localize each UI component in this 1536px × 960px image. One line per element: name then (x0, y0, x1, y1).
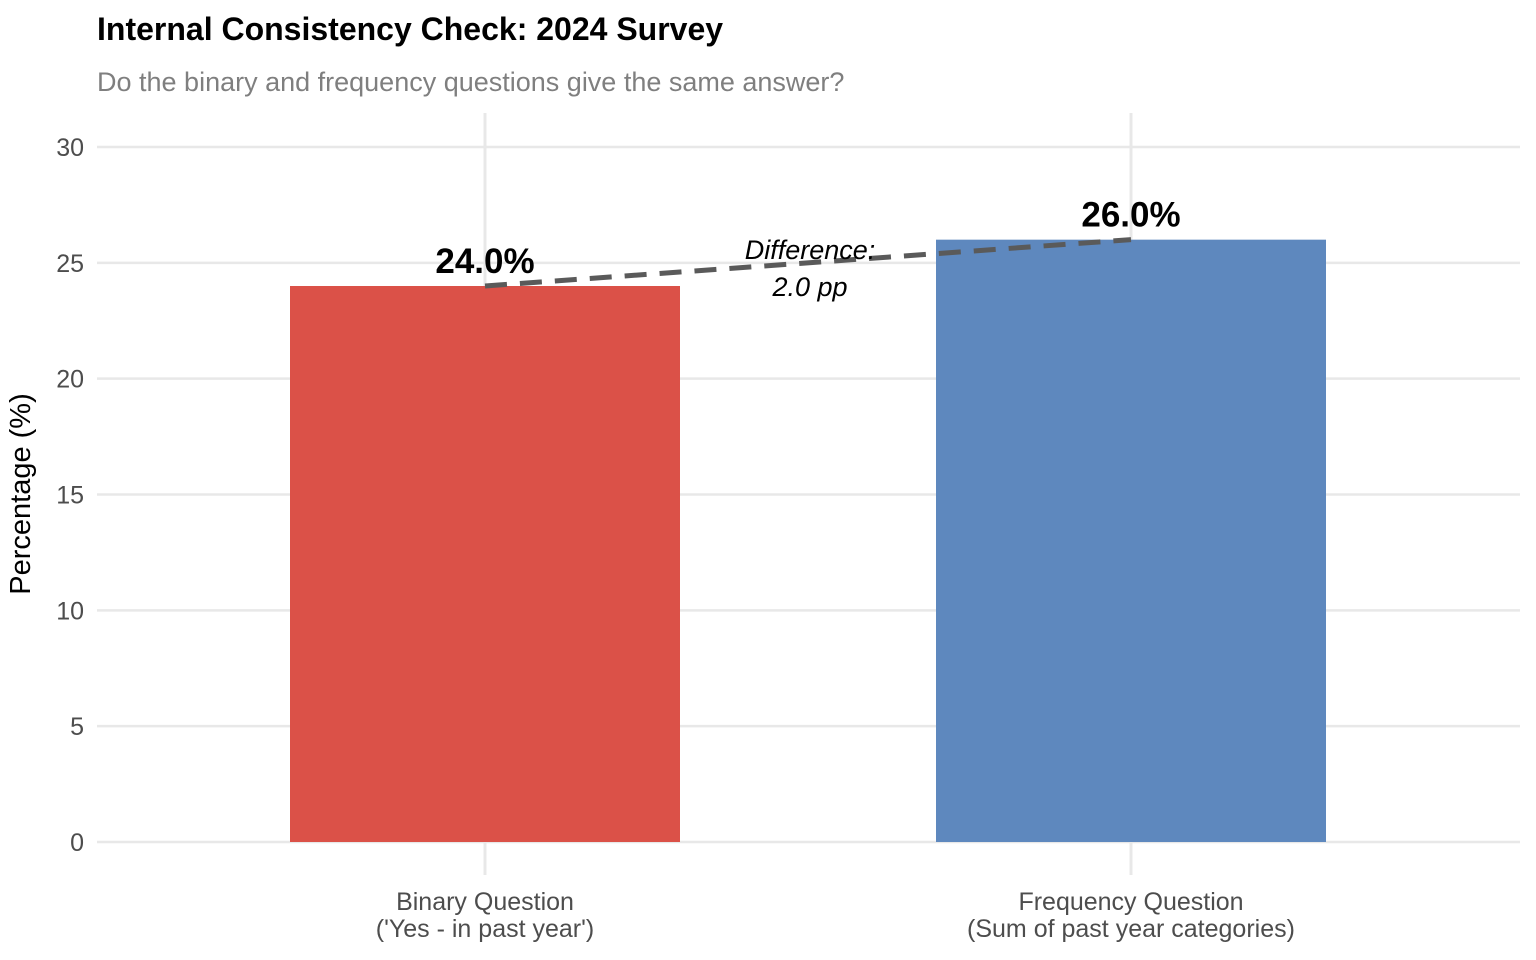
x-tick-label-1-line2: (Sum of past year categories) (967, 915, 1295, 943)
annotation-line2: 2.0 pp (771, 272, 847, 302)
x-tick-label-0-line2: ('Yes - in past year') (376, 915, 594, 943)
difference-dashed-line (484, 237, 1132, 289)
annotation-line1: Difference: (745, 235, 876, 265)
y-tick-label-10: 10 (56, 597, 84, 625)
bar-value-label-1: 26.0% (1081, 196, 1180, 235)
bar-binary (290, 286, 680, 842)
x-tick-label-1-line1: Frequency Question (1018, 888, 1243, 916)
x-tick-label-0-line1: Binary Question (396, 888, 574, 916)
bars (290, 239, 1326, 842)
chart-title: Internal Consistency Check: 2024 Survey (97, 11, 723, 47)
y-tick-label-5: 5 (70, 713, 84, 741)
chart-subtitle: Do the binary and frequency questions gi… (97, 67, 844, 97)
bar-frequency (936, 239, 1326, 842)
difference-annotation: Difference: 2.0 pp (745, 235, 876, 302)
y-axis-title: Percentage (%) (5, 393, 37, 595)
bar-value-label-0: 24.0% (435, 242, 534, 281)
axis-tick-labels: 0 5 10 15 20 25 30 Binary Question('Yes - in pa… (56, 134, 1295, 943)
value-labels: 24.0% 26.0% (435, 196, 1180, 281)
y-tick-label-25: 25 (56, 250, 84, 278)
y-tick-label-0: 0 (70, 829, 84, 857)
y-tick-label-30: 30 (56, 134, 84, 162)
difference-connector (484, 237, 1132, 289)
y-tick-label-15: 15 (56, 482, 84, 510)
y-tick-label-20: 20 (56, 366, 84, 394)
